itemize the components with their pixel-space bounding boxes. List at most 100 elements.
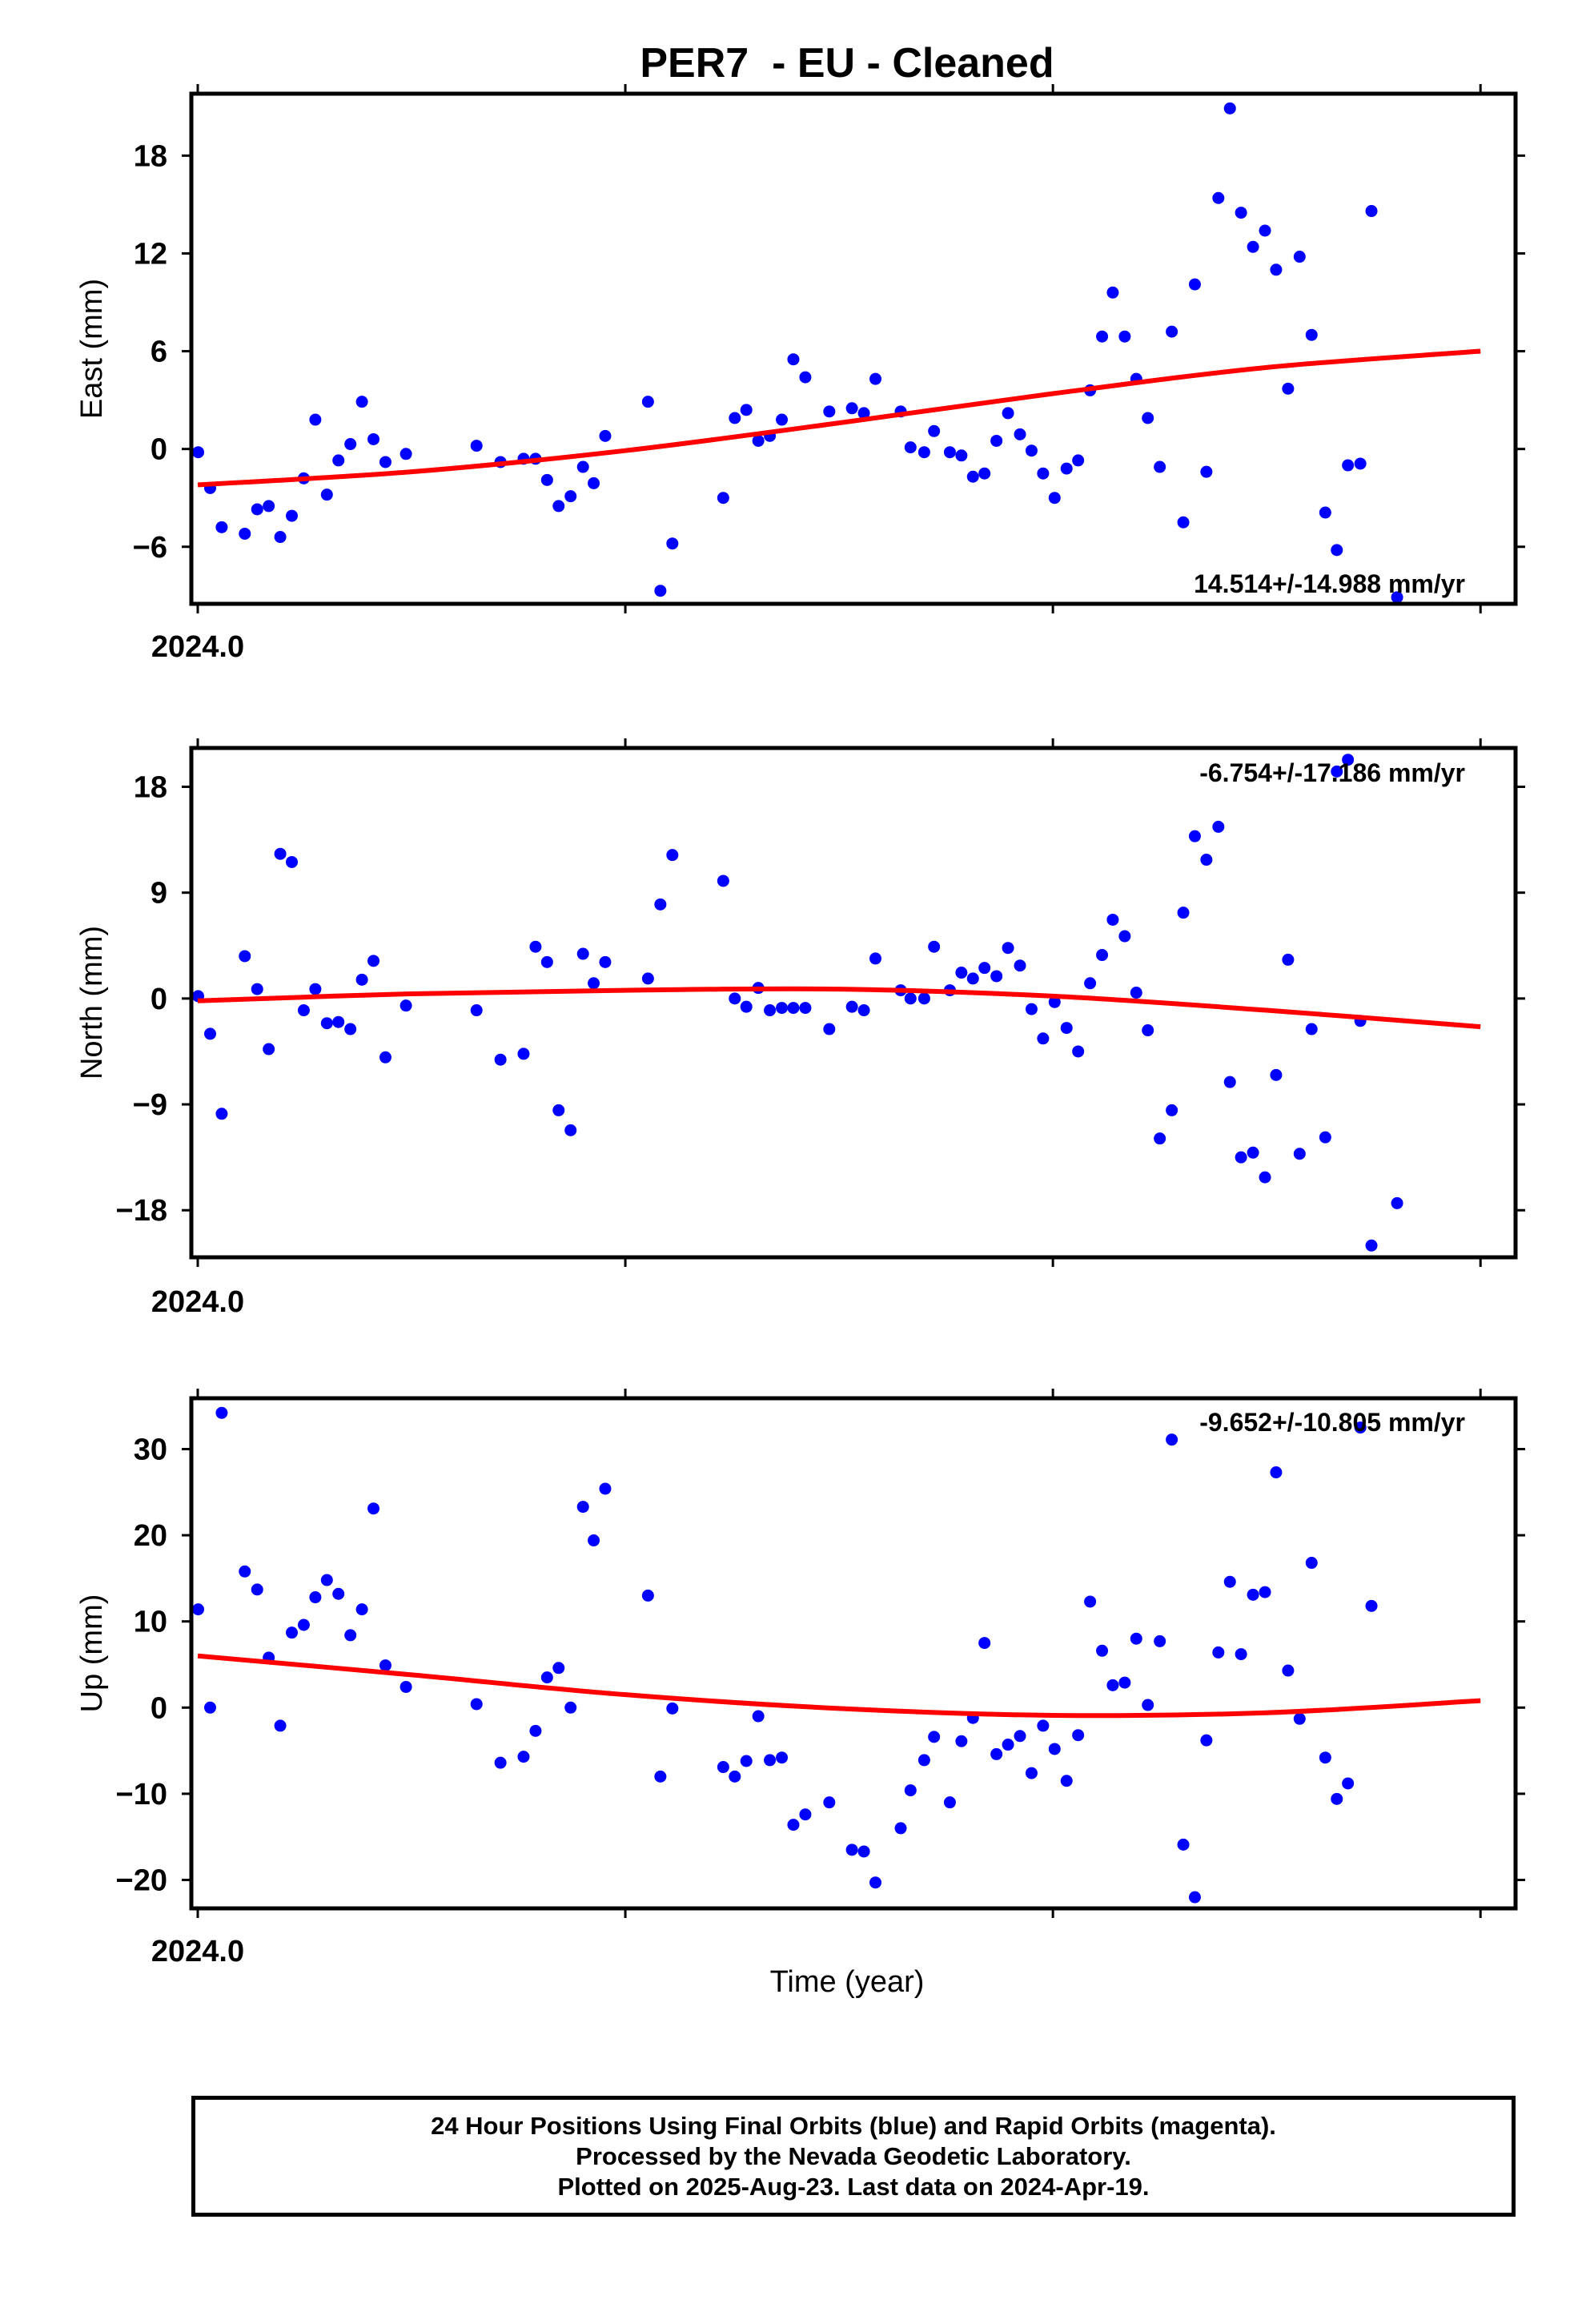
up-data-point — [576, 1501, 589, 1514]
east-data-point — [400, 448, 412, 460]
north-data-point — [1154, 1132, 1166, 1145]
east-data-point — [379, 456, 391, 468]
up-data-point — [517, 1751, 530, 1763]
up-data-point — [494, 1756, 507, 1769]
gps-timeseries-chart: PER7 - EU - Cleaned 18 12 6 0 −6 2024.0 East (… — [75, 40, 1525, 1999]
east-data-point — [1282, 382, 1295, 395]
up-data-point — [943, 1796, 956, 1809]
north-data-point — [1305, 1023, 1318, 1035]
east-data-points — [192, 102, 1403, 604]
up-data-point — [1235, 1648, 1247, 1661]
east-data-point — [966, 470, 979, 483]
east-data-point — [1365, 205, 1378, 218]
up-data-point — [203, 1701, 216, 1714]
north-data-point — [1025, 1003, 1038, 1015]
north-data-point — [239, 950, 251, 963]
east-data-point — [1270, 263, 1283, 276]
north-data-point — [564, 1124, 577, 1136]
up-data-point — [1072, 1729, 1085, 1742]
up-data-point — [529, 1724, 542, 1737]
east-frame — [189, 91, 1518, 606]
up-data-point — [955, 1735, 968, 1747]
east-y-axis-label: East (mm) — [75, 279, 109, 419]
up-data-point — [1223, 1575, 1236, 1588]
east-data-point — [286, 509, 299, 522]
north-data-point — [576, 947, 589, 960]
east-data-point — [955, 449, 968, 462]
east-data-point — [1319, 506, 1331, 519]
up-data-point — [717, 1761, 729, 1774]
up-data-point — [823, 1796, 836, 1809]
footer-info-box: 24 Hour Positions Using Final Orbits (bl… — [191, 2096, 1516, 2217]
up-data-point — [379, 1659, 391, 1672]
east-data-point — [641, 396, 654, 408]
east-data-point — [1048, 492, 1061, 505]
north-y-tick-label: −18 — [116, 1194, 167, 1228]
up-fit-line — [197, 1653, 1481, 1719]
north-data-point — [1293, 1148, 1306, 1160]
north-data-point — [344, 1023, 357, 1035]
east-y-tick-label: 0 — [151, 433, 167, 467]
up-data-point — [1002, 1739, 1014, 1751]
up-y-tick-label: 30 — [134, 1433, 167, 1466]
up-data-point — [1025, 1767, 1038, 1779]
north-data-point — [1247, 1146, 1259, 1159]
north-data-point — [1072, 1045, 1085, 1058]
east-data-point — [1223, 102, 1236, 115]
east-data-point — [274, 531, 287, 544]
north-data-point — [1365, 1239, 1378, 1252]
north-data-point — [666, 849, 679, 862]
east-data-point — [1142, 412, 1154, 424]
north-data-point — [1002, 942, 1014, 955]
north-data-point — [1106, 913, 1119, 926]
east-data-point — [978, 467, 991, 480]
north-data-point — [529, 940, 542, 953]
east-fit-line — [197, 348, 1481, 488]
up-data-point — [1037, 1719, 1050, 1732]
up-y-tick-label: 10 — [134, 1606, 167, 1639]
east-data-point — [1331, 544, 1343, 557]
north-data-point — [1048, 995, 1061, 1008]
north-y-tick-label: −9 — [133, 1088, 167, 1122]
north-data-point — [1014, 959, 1026, 972]
up-data-point — [787, 1819, 800, 1831]
up-data-point — [320, 1574, 333, 1586]
up-data-points — [192, 1406, 1378, 1904]
east-data-point — [1391, 591, 1403, 604]
up-data-point — [552, 1662, 565, 1675]
north-data-point — [203, 1027, 216, 1040]
north-data-point — [1212, 820, 1225, 833]
up-panel: 30 20 10 0 −10 −20 2024.0 Up (mm) -9.652+/-10.80… — [75, 1389, 1525, 1968]
north-data-point — [1282, 953, 1295, 966]
up-data-point — [1130, 1632, 1142, 1645]
east-data-point — [215, 521, 228, 533]
up-data-point — [978, 1637, 991, 1650]
up-data-point — [654, 1770, 667, 1783]
east-data-point — [654, 585, 667, 597]
north-y-axis-label: North (mm) — [75, 926, 109, 1080]
east-data-point — [1154, 460, 1166, 473]
north-data-point — [494, 1053, 507, 1066]
north-y-tick-label: 18 — [134, 770, 167, 804]
north-data-point — [729, 992, 741, 1005]
footer-line-processed: Processed by the Nevada Geodetic Laborat… — [576, 2141, 1131, 2170]
east-data-point — [599, 429, 612, 442]
north-data-point — [1177, 907, 1190, 919]
up-data-point — [332, 1587, 345, 1600]
north-data-point — [309, 983, 322, 995]
up-data-point — [752, 1710, 765, 1723]
east-data-point — [857, 407, 870, 420]
north-data-point — [1037, 1032, 1050, 1045]
up-data-point — [845, 1844, 858, 1856]
up-data-point — [740, 1755, 753, 1767]
north-data-point — [1342, 754, 1355, 766]
up-data-point — [470, 1698, 483, 1711]
east-data-point — [1342, 459, 1355, 472]
up-data-point — [1060, 1775, 1073, 1787]
east-x-tick-label: 2024.0 — [151, 630, 244, 664]
north-panel: 18 9 0 −9 −18 2024.0 North (mm) -6.754+/-17.186… — [75, 738, 1525, 1319]
east-data-point — [990, 434, 1003, 447]
up-data-point — [1247, 1588, 1259, 1601]
east-data-point — [309, 413, 322, 426]
east-data-point — [869, 372, 882, 385]
